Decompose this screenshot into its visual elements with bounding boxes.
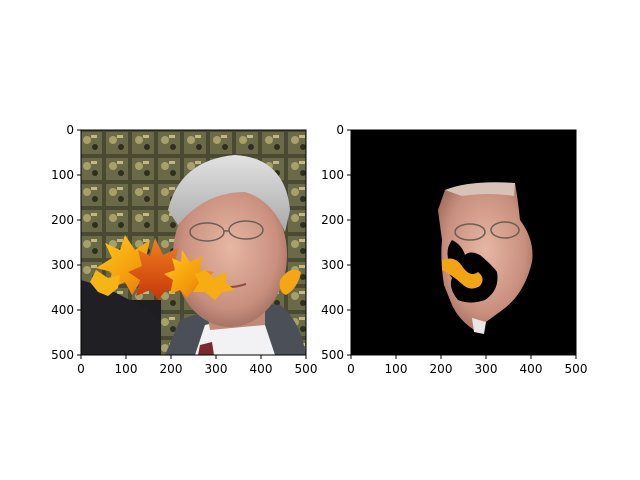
x-tick-label: 300 xyxy=(205,362,228,376)
y-tick-label: 500 xyxy=(321,348,344,362)
y-tick-label: 100 xyxy=(51,168,74,182)
x-tick-label: 100 xyxy=(115,362,138,376)
y-tick-label: 300 xyxy=(51,258,74,272)
masked-hair-edge xyxy=(445,182,515,196)
y-tick-label: 100 xyxy=(321,168,344,182)
x-tick-label: 400 xyxy=(250,362,273,376)
y-tick-label: 500 xyxy=(51,348,74,362)
axes-frame-2 xyxy=(350,129,577,356)
x-tick-label: 300 xyxy=(475,362,498,376)
necktie xyxy=(198,342,214,355)
y-tick-label: 0 xyxy=(336,123,344,137)
axes-frame-1 xyxy=(80,129,307,356)
visible-leaf-bits xyxy=(442,258,483,289)
image-panel-1 xyxy=(81,130,306,355)
dark-suit-shape xyxy=(81,280,160,355)
y-tick-label: 400 xyxy=(321,303,344,317)
y-tick-label: 0 xyxy=(66,123,74,137)
x-tick-label: 400 xyxy=(520,362,543,376)
image-panel-2 xyxy=(351,130,576,355)
x-tick-label: 0 xyxy=(77,362,85,376)
x-tick-label: 200 xyxy=(160,362,183,376)
masked-neck-sliver xyxy=(472,318,486,334)
occlusion-hole xyxy=(446,240,498,303)
x-tick-label: 500 xyxy=(295,362,318,376)
x-tick-label: 0 xyxy=(347,362,355,376)
y-tick-label: 200 xyxy=(321,213,344,227)
hair xyxy=(168,155,290,232)
leaves-overlay xyxy=(90,235,301,300)
y-tick-label: 300 xyxy=(321,258,344,272)
x-tick-label: 500 xyxy=(565,362,588,376)
x-tick-label: 200 xyxy=(430,362,453,376)
glasses xyxy=(189,220,264,242)
masked-glasses xyxy=(454,221,520,241)
y-tick-label: 400 xyxy=(51,303,74,317)
x-tick-label: 100 xyxy=(385,362,408,376)
y-tick-label: 200 xyxy=(51,213,74,227)
